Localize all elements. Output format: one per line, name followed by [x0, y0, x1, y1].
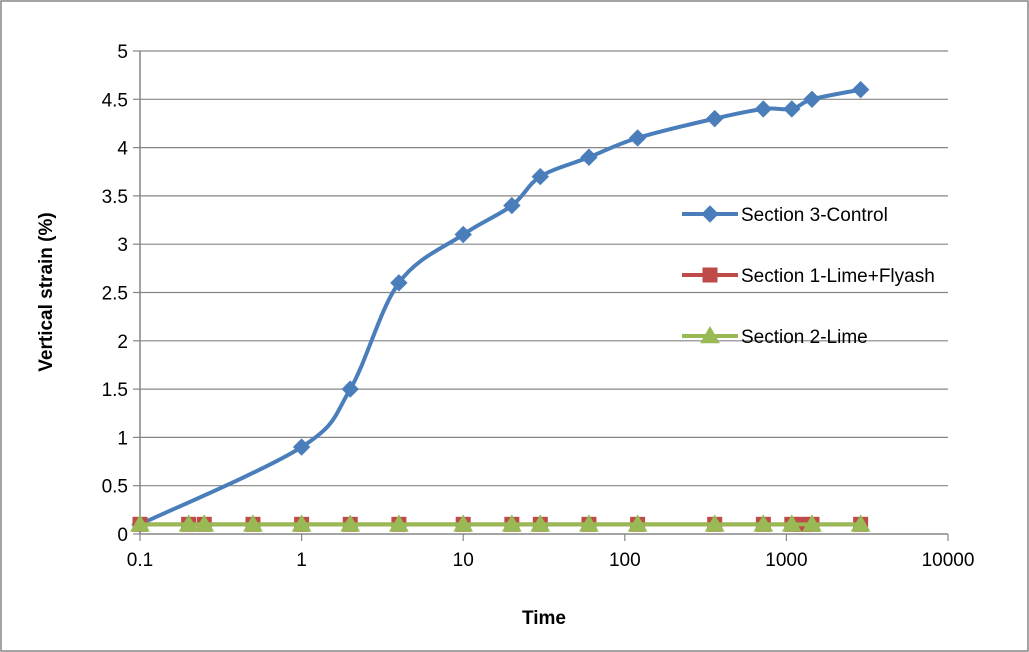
series-3: [130, 514, 871, 532]
data-point: [781, 514, 802, 532]
data-point: [579, 514, 599, 532]
legend-entry: Section 1-Lime+Flyash: [682, 266, 935, 287]
data-point: [851, 80, 870, 99]
data-point: [178, 514, 199, 532]
data-point: [291, 514, 312, 532]
data-point: [850, 514, 871, 532]
data-point: [754, 100, 773, 118]
data-point: [390, 274, 408, 292]
y-tick-label: 3.5: [102, 187, 128, 208]
x-tick-label: 1: [296, 550, 307, 571]
data-point: [130, 514, 150, 532]
gridlines: [140, 50, 948, 487]
x-axis-title: Time: [522, 608, 566, 629]
data-point: [503, 196, 521, 215]
data-point: [705, 109, 724, 128]
legend-entry: Section 2-Lime: [682, 325, 868, 348]
legend-entry: Section 3-Control: [682, 205, 888, 226]
y-tick-label: 1.5: [102, 380, 128, 401]
x-tick-label: 10000: [922, 550, 975, 571]
data-point: [704, 514, 725, 532]
data-point: [627, 514, 648, 532]
data-point: [530, 514, 551, 532]
legend-label: Section 2-Lime: [741, 327, 868, 348]
axis-ticks: 0 0.5 1 1.5 2 2.5 3 3.5 4 4.5 5 0.1 1 10 100 1000 10000: [102, 42, 975, 571]
data-point: [501, 514, 522, 532]
legend-label: Section 3-Control: [741, 205, 888, 226]
series-group: [130, 80, 871, 534]
data-point: [783, 100, 801, 118]
y-tick-label: 0.5: [102, 477, 128, 498]
data-point: [340, 514, 361, 532]
data-point: [341, 380, 359, 398]
data-point: [531, 167, 550, 186]
x-tick-label: 1000: [765, 550, 807, 571]
legend-label: Section 1-Lime+Flyash: [741, 266, 935, 287]
data-point: [803, 90, 821, 109]
data-point: [243, 514, 263, 532]
legend-marker: [700, 325, 720, 344]
data-point: [753, 514, 774, 532]
x-tick-label: 0.1: [127, 550, 153, 571]
data-point: [194, 514, 215, 532]
data-point: [292, 438, 311, 456]
y-tick-label: 3: [117, 235, 128, 256]
data-point: [580, 148, 598, 166]
legend: Section 3-Control Section 1-Lime+Flyash Se…: [682, 205, 935, 348]
x-tick-label: 100: [609, 550, 641, 571]
y-tick-label: 2: [117, 332, 128, 353]
y-axis-title: Vertical strain (%): [36, 212, 57, 371]
legend-marker: [702, 267, 718, 283]
data-point: [454, 225, 472, 244]
y-tick-label: 4: [117, 139, 128, 160]
x-tick-label: 10: [453, 550, 474, 571]
data-point: [453, 514, 474, 532]
data-point: [802, 514, 822, 532]
data-point: [389, 514, 409, 532]
y-tick-label: 1: [117, 428, 128, 449]
y-tick-label: 2.5: [102, 284, 128, 305]
y-tick-label: 5: [117, 42, 128, 63]
y-tick-label: 0: [117, 525, 128, 546]
legend-marker: [701, 205, 719, 223]
y-tick-label: 4.5: [102, 90, 128, 111]
data-point: [628, 129, 647, 147]
